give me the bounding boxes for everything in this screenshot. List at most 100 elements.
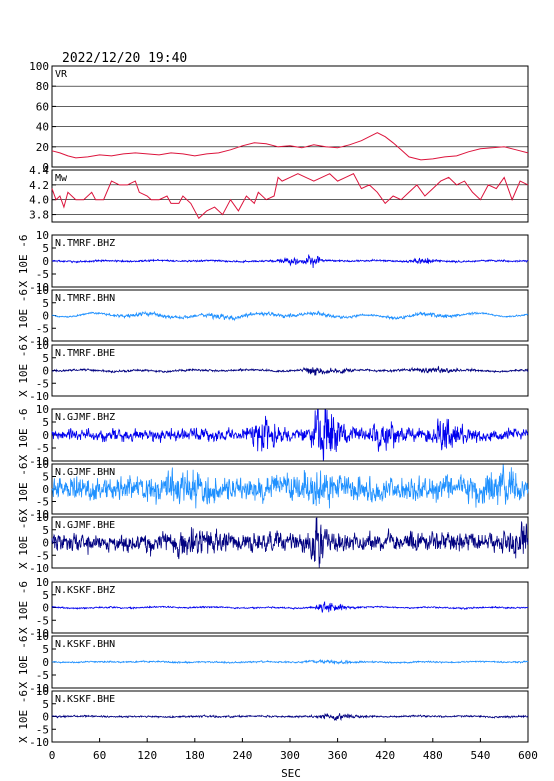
panel-label: N.TMRF.BHZ — [55, 238, 115, 249]
series-line-vr — [51, 132, 529, 161]
panel-label: N.KSKF.BHZ — [55, 585, 115, 596]
panel-mw: 3.8 4.0 4.2 4.4 Mw — [29, 164, 529, 223]
header-timestamp: 2022/12/20 19:40 — [62, 51, 187, 66]
y-tick-label: 0 — [42, 365, 49, 378]
waveform-line — [51, 365, 529, 376]
y-axis-label: X 10E -6 — [17, 636, 30, 689]
panel-label: N.TMRF.BHE — [55, 348, 115, 359]
x-tick-label: 120 — [137, 749, 157, 762]
y-tick-label: 10 — [36, 630, 49, 643]
y-tick-label: 0 — [42, 429, 49, 442]
y-tick-label: -10 — [29, 281, 49, 294]
y-tick-label: -5 — [36, 549, 49, 562]
y-tick-label: 4.4 — [29, 164, 49, 177]
y-axis-label: X 10E -6 — [17, 409, 30, 462]
panel-label: Mw — [55, 173, 68, 184]
y-tick-label: 0 — [42, 537, 49, 550]
y-tick-label: 0 — [42, 602, 49, 615]
y-tick-label: 5 — [42, 589, 49, 602]
y-tick-label: -5 — [36, 442, 49, 455]
y-tick-label: 10 — [36, 403, 49, 416]
y-tick-label: -5 — [36, 496, 49, 509]
waveform-line — [51, 517, 529, 568]
waveform-line — [51, 310, 529, 322]
panel-label: N.GJMF.BHE — [55, 520, 115, 531]
y-tick-label: -10 — [29, 627, 49, 640]
y-tick-label: 0 — [42, 310, 49, 323]
panel-label: N.KSKF.BHE — [55, 694, 115, 705]
y-axis-label: X 10E -6 — [17, 289, 30, 342]
series-line-mw — [51, 173, 529, 220]
panel-label: N.GJMF.BHN — [55, 467, 115, 478]
y-tick-label: -5 — [36, 669, 49, 682]
y-tick-label: 20 — [36, 141, 49, 154]
panels-group: 020406080100VR3.84.04.24.4Mw-10-50510N.T… — [17, 60, 529, 749]
x-tick-label: 420 — [375, 749, 395, 762]
y-tick-label: 5 — [42, 297, 49, 310]
y-tick-label: -10 — [29, 390, 49, 403]
y-tick-label: -5 — [36, 322, 49, 335]
x-tick-label: 180 — [185, 749, 205, 762]
waveform-line — [51, 464, 529, 509]
y-axis-label: X 10E -6 — [17, 463, 30, 516]
y-tick-label: 100 — [29, 60, 49, 73]
waveform-line — [51, 658, 529, 665]
waveform-line — [51, 409, 529, 461]
y-tick-label: 0 — [42, 483, 49, 496]
y-axis-label: X 10E -6 — [17, 516, 30, 569]
waveform-line — [51, 712, 529, 722]
y-tick-label: 0 — [42, 711, 49, 724]
y-tick-label: 5 — [42, 416, 49, 429]
y-tick-label: 4.0 — [29, 194, 49, 207]
panel-label: N.KSKF.BHN — [55, 639, 115, 650]
y-tick-label: 10 — [36, 339, 49, 352]
y-tick-label: -5 — [36, 377, 49, 390]
x-tick-label: 360 — [328, 749, 348, 762]
panel-label: N.GJMF.BHZ — [55, 412, 115, 423]
y-axis-label: X 10E -6 — [17, 581, 30, 634]
x-axis-label: SEC — [281, 767, 301, 780]
y-tick-label: 10 — [36, 576, 49, 589]
y-tick-label: 5 — [42, 698, 49, 711]
y-tick-label: -10 — [29, 736, 49, 749]
y-tick-label: 5 — [42, 524, 49, 537]
y-tick-label: 3.8 — [29, 209, 49, 222]
panel-frame — [51, 65, 529, 168]
y-tick-label: 0 — [42, 656, 49, 669]
x-axis: 0 60 120 180 240 300 360 420 480 540 600 — [49, 738, 538, 762]
x-tick-label: 240 — [232, 749, 252, 762]
y-tick-label: 40 — [36, 121, 49, 134]
panel-vr: 0 20 40 60 80 100 VR — [29, 60, 529, 174]
y-tick-label: -5 — [36, 268, 49, 281]
x-tick-label: 60 — [93, 749, 106, 762]
x-tick-label: 300 — [280, 749, 300, 762]
y-tick-label: 10 — [36, 229, 49, 242]
y-tick-label: 60 — [36, 100, 49, 113]
y-tick-label: 10 — [36, 284, 49, 297]
x-tick-label: 0 — [49, 749, 56, 762]
panel-label: N.TMRF.BHN — [55, 293, 115, 304]
panel-frame — [51, 169, 529, 223]
y-tick-label: 4.2 — [29, 179, 49, 192]
y-tick-label: 10 — [36, 458, 49, 471]
y-tick-label: -10 — [29, 455, 49, 468]
waveform-line — [51, 254, 529, 269]
panel-label: VR — [55, 69, 68, 80]
y-tick-label: -5 — [36, 723, 49, 736]
y-axis-label: X 10E -6 — [17, 690, 30, 743]
y-tick-label: -10 — [29, 682, 49, 695]
y-tick-label: 5 — [42, 643, 49, 656]
y-tick-label: -10 — [29, 335, 49, 348]
x-tick-label: 540 — [470, 749, 490, 762]
y-tick-label: 5 — [42, 471, 49, 484]
y-tick-label: 5 — [42, 352, 49, 365]
y-tick-label: -10 — [29, 508, 49, 521]
